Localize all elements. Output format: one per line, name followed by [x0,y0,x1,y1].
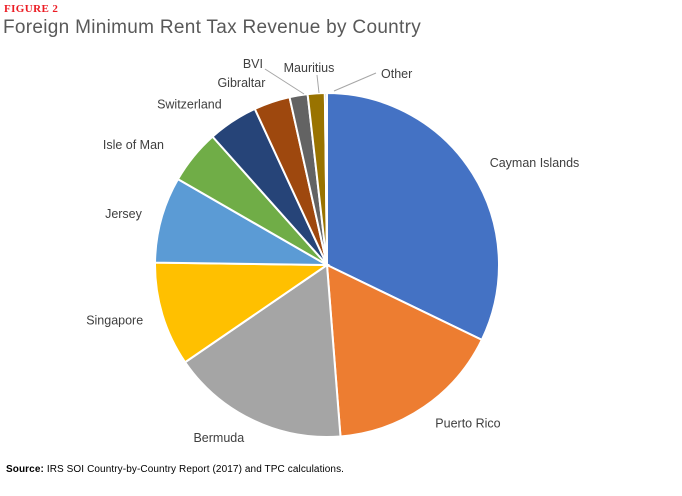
slice-label-gibraltar: Gibraltar [217,76,265,90]
source-note-text: IRS SOI Country-by-Country Report (2017)… [43,464,345,475]
source-note: Source: IRS SOI Country-by-Country Repor… [6,464,344,475]
chart-title: Foreign Minimum Rent Tax Revenue by Coun… [3,17,422,38]
pie-slice-singapore [154,261,331,364]
slice-label-puerto-rico: Puerto Rico [435,417,500,431]
leader-line-mauritius [316,74,320,94]
pie-slice-other [323,91,328,266]
pie-slice-bermuda [183,263,342,438]
slice-label-bvi: BVI [243,57,263,71]
pie-slice-jersey [154,177,331,267]
slice-label-jersey: Jersey [105,207,143,221]
figure-number-label: FIGURE 2 [4,3,59,15]
slice-label-bermuda: Bermuda [193,431,244,445]
pie-slice-puerto-rico [325,263,484,438]
slice-label-singapore: Singapore [86,314,143,328]
leader-line-other [333,72,377,92]
slice-label-cayman-islands: Cayman Islands [490,156,580,170]
slice-label-switzerland: Switzerland [157,98,222,112]
source-note-prefix: Source: [6,464,44,475]
slice-label-isle-of-man: Isle of Man [103,138,164,152]
slice-label-mauritius: Mauritius [284,61,335,75]
leader-line-bvi [264,68,305,95]
pie-slice-cayman-islands [326,91,500,342]
slice-label-other: Other [381,67,412,81]
